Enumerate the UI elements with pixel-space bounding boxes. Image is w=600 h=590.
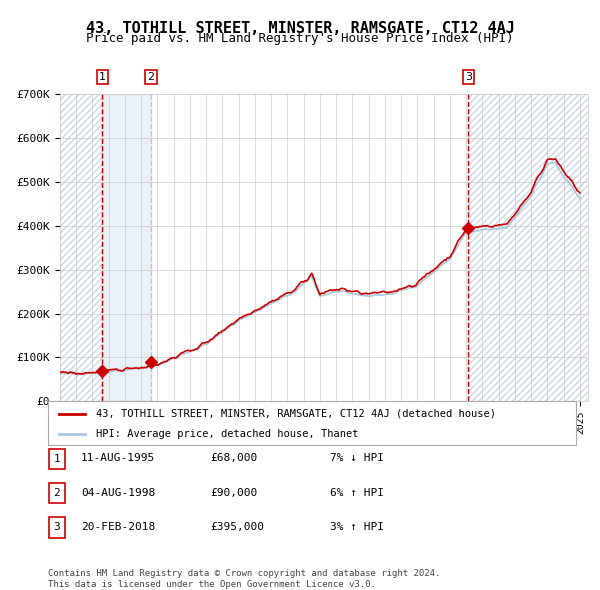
FancyBboxPatch shape: [48, 401, 576, 445]
Text: 11-AUG-1995: 11-AUG-1995: [81, 454, 155, 463]
Text: 43, TOTHILL STREET, MINSTER, RAMSGATE, CT12 4AJ (detached house): 43, TOTHILL STREET, MINSTER, RAMSGATE, C…: [95, 409, 496, 418]
Text: HPI: Average price, detached house, Thanet: HPI: Average price, detached house, Than…: [95, 430, 358, 440]
Bar: [468, 94, 588, 401]
Text: 1: 1: [53, 454, 61, 464]
Bar: [468, 94, 588, 401]
Text: Price paid vs. HM Land Registry's House Price Index (HPI): Price paid vs. HM Land Registry's House …: [86, 32, 514, 45]
Text: 2: 2: [147, 72, 154, 82]
Text: 43, TOTHILL STREET, MINSTER, RAMSGATE, CT12 4AJ: 43, TOTHILL STREET, MINSTER, RAMSGATE, C…: [86, 21, 514, 35]
FancyBboxPatch shape: [49, 517, 65, 537]
Text: 3: 3: [465, 72, 472, 82]
Bar: [60, 94, 103, 401]
FancyBboxPatch shape: [49, 483, 65, 503]
Text: 04-AUG-1998: 04-AUG-1998: [81, 488, 155, 497]
Text: 3% ↑ HPI: 3% ↑ HPI: [330, 522, 384, 532]
Text: £90,000: £90,000: [210, 488, 257, 497]
Text: £68,000: £68,000: [210, 454, 257, 463]
Text: 6% ↑ HPI: 6% ↑ HPI: [330, 488, 384, 497]
Bar: [60, 94, 103, 401]
Text: 7% ↓ HPI: 7% ↓ HPI: [330, 454, 384, 463]
Text: 3: 3: [53, 523, 61, 532]
Bar: [103, 94, 151, 401]
Text: £395,000: £395,000: [210, 522, 264, 532]
Text: 1: 1: [99, 72, 106, 82]
Text: 20-FEB-2018: 20-FEB-2018: [81, 522, 155, 532]
FancyBboxPatch shape: [49, 449, 65, 469]
Text: 2: 2: [53, 489, 61, 498]
Text: Contains HM Land Registry data © Crown copyright and database right 2024.
This d: Contains HM Land Registry data © Crown c…: [48, 569, 440, 589]
